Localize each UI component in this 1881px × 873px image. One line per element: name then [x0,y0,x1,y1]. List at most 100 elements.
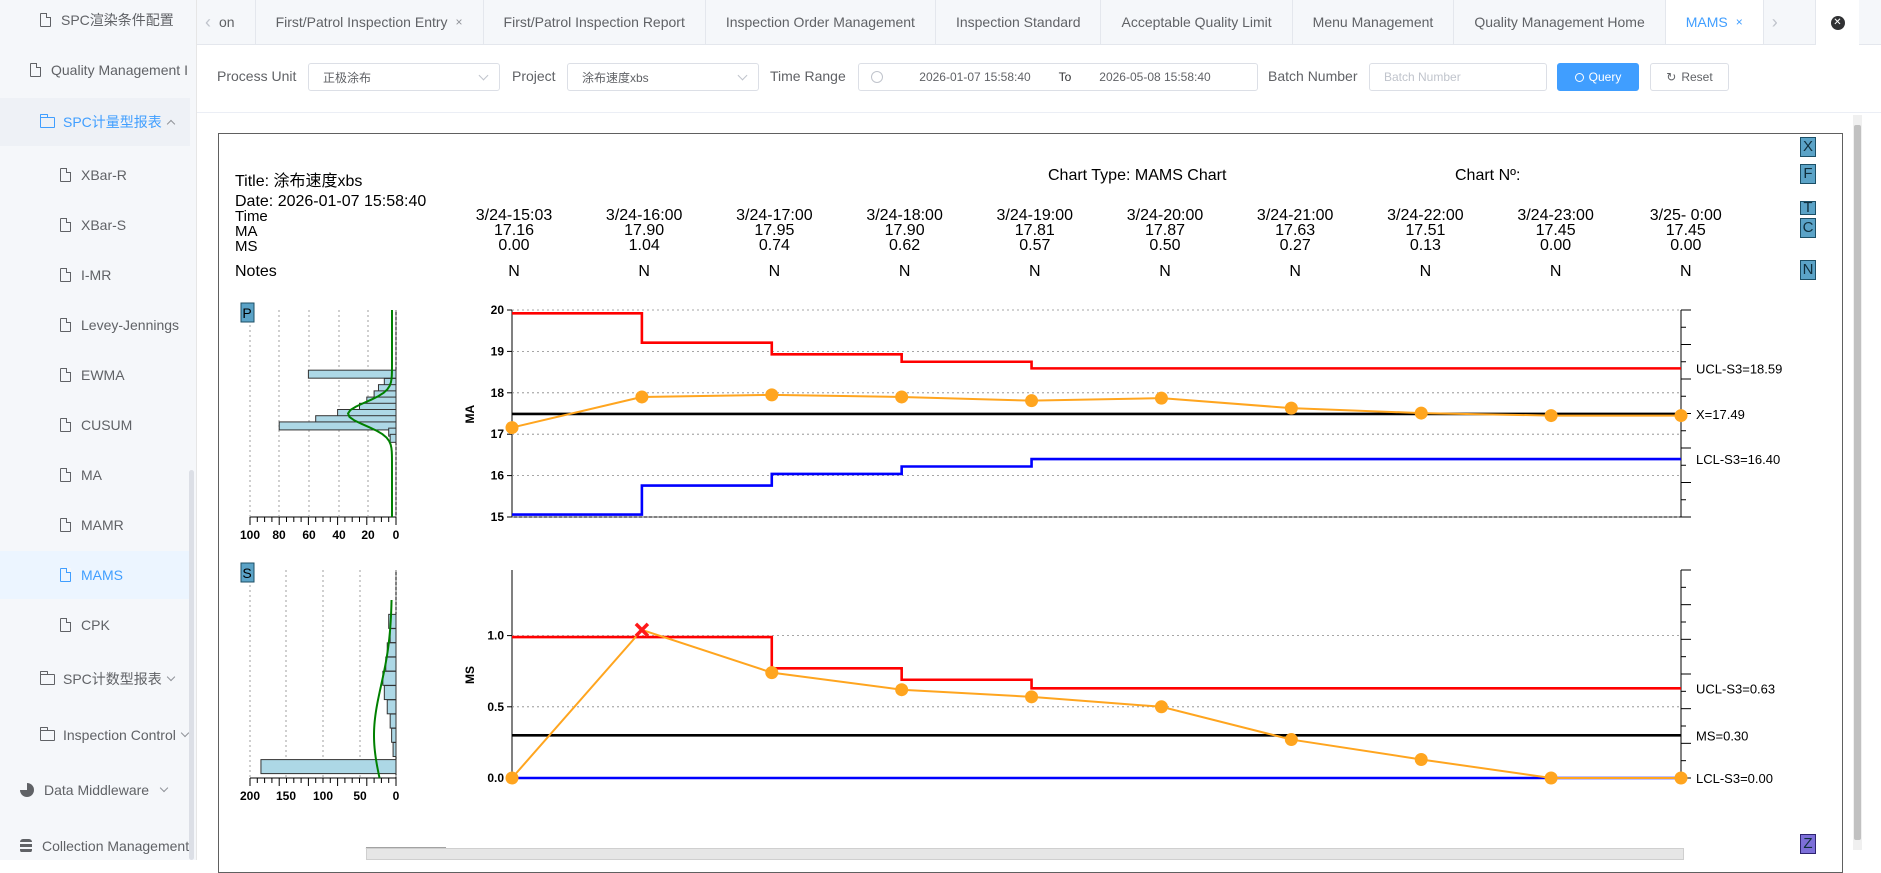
tab-label: Inspection Order Management [725,14,915,30]
sidebar-item-quality-management[interactable]: Quality Management I [0,46,190,94]
report-title: Title: 涂布速度xbs [235,173,363,190]
time-cell: 3/24-22:00 [1387,207,1464,224]
horizontal-scrollbar[interactable] [366,848,1684,860]
sidebar-group-inspection-control[interactable]: Inspection Control [0,711,190,759]
sidebar-item-label: Data Middleware [44,782,150,798]
tab-first-patrol-inspection-entry[interactable]: First/Patrol Inspection Entry × [256,0,484,44]
folder-icon [40,726,55,741]
note-cell[interactable]: N [1159,263,1171,280]
time-range-end[interactable]: 2026-05-08 15:58:40 [1099,70,1211,84]
reset-button-label: Reset [1681,70,1713,84]
sidebar-item-xbar-r[interactable]: XBar-R [0,151,190,199]
time-range-separator: To [1058,70,1072,84]
sidebar-item-spc-render-config[interactable]: SPC渲染条件配置 [0,0,190,44]
sidebar-item-label: I-MR [81,267,112,283]
row-label-ma: MA [235,223,258,240]
note-cell[interactable]: N [1289,263,1301,280]
note-cell[interactable]: N [768,263,781,280]
side-button-z[interactable]: Z [1800,834,1816,854]
tab-quality-management-home[interactable]: Quality Management Home [1454,0,1666,44]
time-range-start[interactable]: 2026-01-07 15:58:40 [919,70,1031,84]
process-unit-value: 正极涂布 [323,70,372,85]
reset-button[interactable]: ↻ Reset [1650,63,1729,91]
document-icon [60,368,71,382]
sidebar-item-collection-management[interactable]: Collection Management [0,822,190,860]
sidebar-item-levey-jennings[interactable]: Levey-Jennings [0,301,190,349]
ma-cell: 17.95 [754,222,795,239]
note-cell[interactable]: N [898,263,911,280]
project-select[interactable]: 涂布速度xbs [567,63,759,91]
side-button-c[interactable]: C [1800,218,1816,238]
batch-number-input[interactable]: Batch Number [1369,63,1547,91]
sidebar-item-mams[interactable]: MAMS [0,551,190,599]
tab-label: Menu Management [1312,14,1434,30]
clock-icon [871,71,883,83]
tab-inspection-order-management[interactable]: Inspection Order Management [706,0,936,44]
side-button-f[interactable]: F [1800,164,1816,184]
sidebar-item-label: EWMA [81,367,125,383]
query-button-label: Query [1588,70,1622,84]
sidebar-item-cusum[interactable]: CUSUM [0,401,190,449]
note-cell[interactable]: N [638,263,650,280]
time-range-label: Time Range [770,68,846,84]
close-icon[interactable]: × [455,15,463,29]
document-icon [60,618,71,632]
close-icon[interactable]: × [1735,15,1743,29]
tab-bar: ‹ on First/Patrol Inspection Entry × First/… [197,0,1881,45]
sidebar-item-cpk[interactable]: CPK [0,601,190,649]
ms-cell: 0.74 [758,237,790,254]
sidebar-scrollbar[interactable] [189,470,194,860]
sidebar-item-xbar-s[interactable]: XBar-S [0,201,190,249]
document-icon [60,168,71,182]
sidebar-item-label: CUSUM [81,417,133,433]
sidebar-item-label: Quality Management I [51,62,188,78]
sidebar-item-mamr[interactable]: MAMR [0,501,190,549]
tab-first-patrol-inspection-report[interactable]: First/Patrol Inspection Report [484,0,706,44]
note-cell[interactable]: N [508,263,520,280]
time-range-picker[interactable]: 2026-01-07 15:58:40 To 2026-05-08 15:58:… [858,63,1258,91]
tab-mams[interactable]: MAMS × [1665,0,1764,44]
tab-on[interactable]: on [219,0,256,44]
content-scrollbar[interactable] [1853,115,1862,850]
note-cell[interactable]: N [1680,263,1692,280]
database-icon [20,839,32,853]
process-unit-label: Process Unit [217,68,297,84]
refresh-icon: ↻ [1666,70,1677,84]
process-unit-select[interactable]: 正极涂布 [308,63,500,91]
time-cell: 3/24-17:00 [736,207,813,224]
tab-label: MAMS [1685,14,1728,30]
side-button-x[interactable]: X [1800,137,1816,157]
tab-scroll-left-icon[interactable]: ‹ [205,11,211,32]
sidebar-group-spc-attribute[interactable]: SPC计数型报表 [0,655,190,703]
note-cell[interactable]: N [1029,263,1041,280]
close-all-tabs-button[interactable]: ✕ [1815,0,1859,45]
batch-number-placeholder: Batch Number [1384,70,1461,84]
chevron-down-icon [180,728,190,738]
sidebar-group-label: SPC计量型报表 [63,114,162,130]
sidebar-item-ewma[interactable]: EWMA [0,351,190,399]
row-label-ms: MS [235,238,258,255]
tab-inspection-standard[interactable]: Inspection Standard [936,0,1102,44]
tab-label: Acceptable Quality Limit [1121,14,1272,30]
query-button[interactable]: Query [1557,63,1639,91]
document-icon [60,568,71,582]
tab-menu-management[interactable]: Menu Management [1293,0,1455,44]
side-button-t[interactable]: T [1800,200,1816,215]
ma-cell: 17.87 [1144,222,1186,239]
sidebar-item-ma[interactable]: MA [0,451,190,499]
side-button-n[interactable]: N [1800,260,1816,280]
note-cell[interactable]: N [1419,263,1432,280]
tab-acceptable-quality-limit[interactable]: Acceptable Quality Limit [1101,0,1293,44]
tab-label: on [219,14,235,30]
sidebar-item-data-middleware[interactable]: Data Middleware [0,766,190,814]
sidebar: SPC渲染条件配置 Quality Management I SPC计量型报表 … [0,0,197,860]
tab-scroll-right-icon[interactable]: › [1771,11,1778,32]
note-cell[interactable]: N [1549,263,1562,280]
scrollbar-thumb[interactable] [1854,125,1861,840]
ms-cell: 0.50 [1149,237,1181,254]
sidebar-group-spc-variable[interactable]: SPC计量型报表 [0,98,190,146]
folder-icon [40,113,55,128]
document-icon [60,518,71,532]
sidebar-item-i-mr[interactable]: I-MR [0,251,190,299]
ms-cell: 0.62 [889,237,921,254]
